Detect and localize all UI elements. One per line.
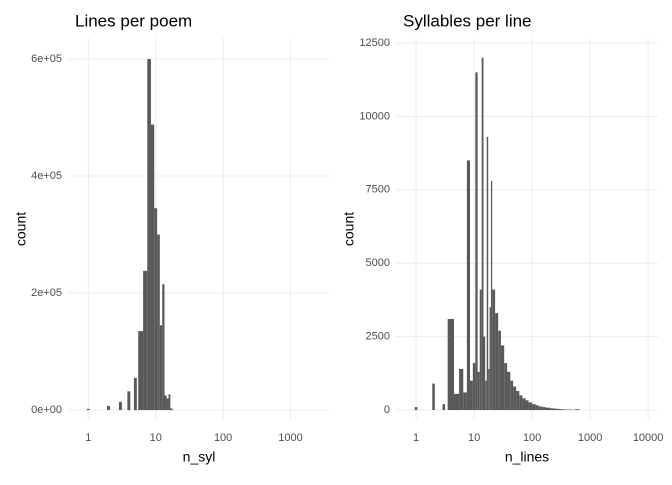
bar <box>498 331 501 410</box>
bar <box>459 369 463 410</box>
x-tick-label: 100 <box>523 432 541 444</box>
bar <box>473 363 476 410</box>
bar <box>492 290 495 410</box>
bar <box>167 398 169 410</box>
bar <box>482 58 484 410</box>
bar <box>478 372 480 410</box>
x-axis-title: n_syl <box>183 449 216 465</box>
bar <box>119 402 122 410</box>
bar <box>134 378 137 410</box>
x-tick-label: 10 <box>150 432 162 444</box>
y-tick-label: 4e+05 <box>31 170 62 182</box>
bar <box>169 394 171 410</box>
x-tick-label: 100 <box>214 432 232 444</box>
bar <box>513 387 516 410</box>
bar <box>480 290 482 410</box>
x-tick-label: 10 <box>468 432 480 444</box>
bar <box>442 404 445 410</box>
bar <box>432 384 435 410</box>
x-tick-label: 1000 <box>578 432 602 444</box>
bar <box>491 181 492 410</box>
bar <box>157 235 160 410</box>
bar <box>495 313 498 410</box>
y-axis-title: count <box>13 212 29 246</box>
bar <box>160 325 162 410</box>
x-tick-label: 10000 <box>633 432 664 444</box>
y-tick-label: 12500 <box>359 37 390 49</box>
bar <box>553 409 556 410</box>
bar <box>488 369 489 410</box>
y-tick-label: 0 <box>384 404 390 416</box>
chart-title: Syllables per line <box>403 11 532 30</box>
bar <box>510 381 513 410</box>
bar <box>127 391 130 410</box>
bar <box>154 208 157 410</box>
bar <box>532 404 536 410</box>
bar <box>529 402 533 410</box>
y-tick-label: 2500 <box>366 331 390 343</box>
bar <box>467 160 470 410</box>
bar <box>564 409 567 410</box>
bar <box>147 59 151 410</box>
chart-title: Lines per poem <box>75 11 192 30</box>
bar <box>485 381 487 410</box>
x-tick-label: 1 <box>413 432 419 444</box>
x-tick-label: 1000 <box>278 432 302 444</box>
bar <box>162 284 164 410</box>
x-tick-label: 1 <box>85 432 91 444</box>
y-tick-label: 10000 <box>359 110 390 122</box>
bar <box>536 405 539 410</box>
bar <box>487 137 488 410</box>
bar <box>507 372 510 410</box>
y-tick-label: 7500 <box>366 184 390 196</box>
bar <box>448 319 454 410</box>
bar <box>545 408 549 410</box>
bar <box>172 409 174 410</box>
bar <box>550 408 554 410</box>
bar <box>516 391 519 410</box>
y-tick-label: 0e+00 <box>31 404 62 416</box>
bar <box>556 409 560 410</box>
bar <box>526 400 529 410</box>
y-tick-label: 2e+05 <box>31 287 62 299</box>
bar <box>504 363 507 410</box>
bar <box>87 409 90 410</box>
x-axis-title: n_lines <box>505 449 549 465</box>
bar <box>575 409 579 410</box>
bar <box>138 331 143 410</box>
bar <box>415 407 418 410</box>
bar <box>483 337 485 410</box>
bar <box>522 398 525 410</box>
bar <box>519 395 522 410</box>
bar <box>170 408 172 410</box>
bar <box>107 406 110 410</box>
bar <box>143 271 147 410</box>
bar <box>164 395 166 410</box>
bar <box>463 392 467 410</box>
y-tick-label: 6e+05 <box>31 53 62 65</box>
bar <box>470 381 473 410</box>
bar <box>539 406 543 410</box>
bar <box>475 72 477 410</box>
bar <box>490 307 491 410</box>
y-tick-label: 5000 <box>366 257 390 269</box>
bar <box>151 125 154 410</box>
bar <box>454 394 459 410</box>
bar <box>501 345 504 410</box>
bar <box>542 407 545 410</box>
bar <box>560 409 564 410</box>
y-axis-title: count <box>341 212 357 246</box>
